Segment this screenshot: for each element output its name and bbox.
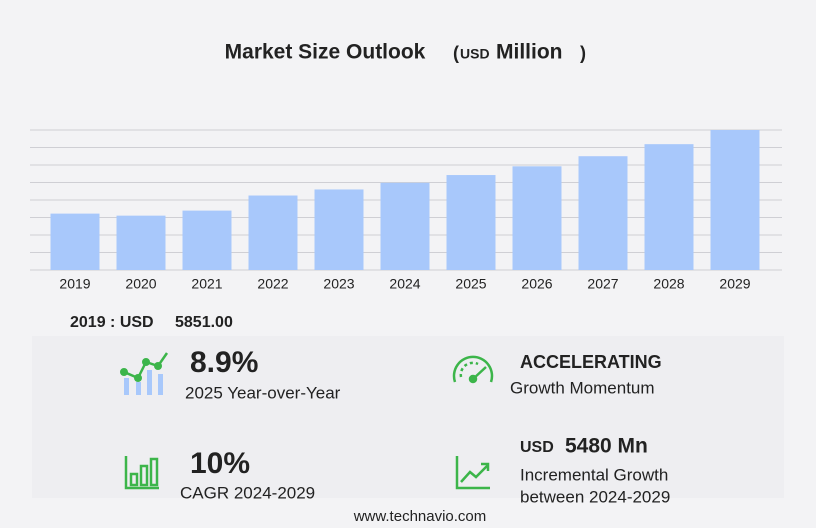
x-tick-label: 2020 (125, 276, 156, 292)
chart-title: Market Size Outlook (225, 41, 426, 64)
stat-value: 5480 Mn (565, 435, 648, 458)
footer: www.technavio.com (353, 508, 487, 525)
bar (446, 175, 496, 270)
bar (182, 210, 232, 270)
bar (710, 130, 760, 270)
bar (644, 144, 694, 270)
x-tick-label: 2029 (719, 276, 750, 292)
stat-caption: Incremental Growth (520, 465, 668, 484)
x-tick-label: 2025 (455, 276, 486, 292)
icon-trend (455, 456, 490, 490)
stat-caption: between 2024-2029 (520, 487, 670, 506)
bar (578, 156, 628, 270)
unit-currency: USD (460, 46, 490, 62)
x-tick-label: 2022 (257, 276, 288, 292)
x-tick-label: 2021 (191, 276, 222, 292)
highlight-label: 2019 : USD (70, 314, 154, 331)
bar (248, 195, 298, 270)
highlight-value: 5851.00 (175, 314, 233, 331)
unit-word: Million (496, 41, 563, 64)
icon-growth (120, 352, 169, 395)
bar (512, 166, 562, 270)
bar (50, 213, 100, 270)
unit-paren: ( (453, 43, 459, 63)
stat-currency: USD (520, 439, 554, 456)
x-tick-label: 2019 (59, 276, 90, 292)
x-tick-label: 2023 (323, 276, 354, 292)
x-tick-label: 2026 (521, 276, 552, 292)
stat-value: 10% (190, 447, 250, 480)
icon-bars (124, 456, 159, 490)
x-tick-label: 2027 (587, 276, 618, 292)
stat-caption: 2025 Year-over-Year (185, 383, 341, 402)
bars (50, 130, 760, 270)
bar (314, 189, 364, 270)
icon-gauge (452, 355, 494, 384)
bar (116, 215, 166, 270)
stat-value: ACCELERATING (520, 352, 662, 372)
stat-caption: CAGR 2024-2029 (180, 483, 315, 502)
stat-value: 8.9% (190, 346, 258, 379)
x-tick-label: 2028 (653, 276, 684, 292)
x-tick-label: 2024 (389, 276, 420, 292)
unit-paren: ) (580, 43, 586, 63)
stat-caption: Growth Momentum (510, 378, 655, 397)
bar (380, 182, 430, 270)
